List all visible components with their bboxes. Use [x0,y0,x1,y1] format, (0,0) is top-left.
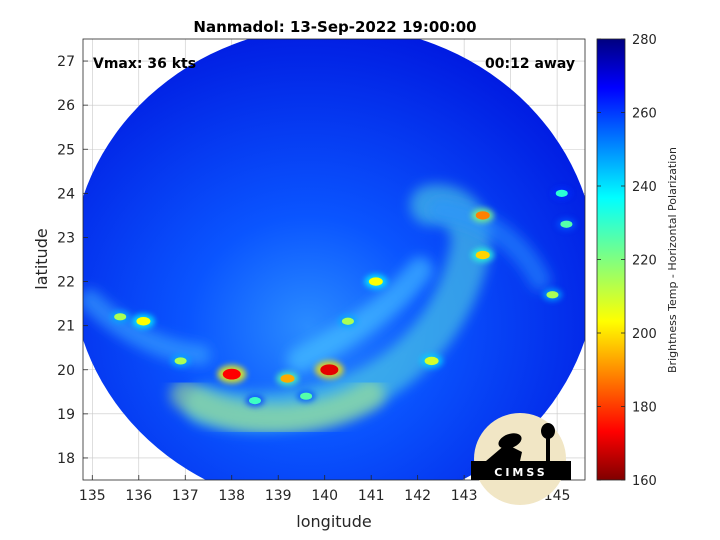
y-tick-label: 20 [57,363,75,379]
cimss-logo: CIMSS [471,413,571,505]
convective-cell [341,317,354,325]
convective-cell [174,357,187,365]
x-tick-label: 141 [358,488,385,504]
chart-title: Nanmadol: 13-Sep-2022 19:00:00 [193,18,476,36]
water-tower-leg-icon [546,437,550,461]
y-axis-ticks: 18 19 20 21 22 23 24 25 26 27 [57,54,88,467]
colorbar-tick-label: 160 [632,474,657,489]
colorbar-tick-label: 240 [632,180,657,195]
y-tick-label: 25 [57,142,75,158]
y-tick-label: 27 [57,54,75,70]
colorbar-tick-label: 220 [632,254,657,269]
convective-cell [424,356,439,366]
colorbar-label: Brightness Temp - Horizontal Polarizatio… [666,147,679,373]
logo-text: CIMSS [494,466,547,479]
y-axis-label: latitude [32,228,51,289]
y-tick-label: 24 [57,186,75,202]
y-tick-label: 22 [57,275,75,291]
convective-cell [248,397,261,405]
convective-cell [560,220,573,228]
feature-layer [110,187,577,407]
x-tick-label: 140 [311,488,338,504]
rainband-layer [83,184,551,435]
x-tick-label: 137 [172,488,199,504]
swath-disk [83,39,585,480]
convective-cell [222,368,241,380]
vmax-annotation: Vmax: 36 kts [93,56,196,72]
x-tick-label: 138 [218,488,245,504]
rainband [170,380,385,435]
colorbar-ticks: 160 180 200 220 240 260 280 [597,33,657,489]
convective-cell [368,277,383,286]
x-tick-label: 136 [125,488,152,504]
convective-cell [546,291,559,299]
time-offset-annotation: 00:12 away [485,56,575,72]
x-tick-label: 135 [79,488,106,504]
rainband [287,257,433,373]
colorbar [596,38,626,481]
convective-cell [280,374,295,383]
convective-cell [475,211,490,220]
y-tick-label: 18 [57,451,75,467]
x-tick-label: 139 [265,488,292,504]
axes-frame [82,38,586,481]
rainband [429,199,551,291]
convective-cell [555,189,568,197]
colorbar-tick-label: 200 [632,327,657,342]
y-tick-label: 26 [57,98,75,114]
rainband [83,289,211,366]
y-tick-label: 23 [57,230,75,246]
colorbar-tick-label: 180 [632,401,657,416]
convective-cell [114,313,127,321]
convective-cell [136,317,151,326]
colorbar-tick-label: 260 [632,107,657,122]
y-tick-label: 19 [57,407,75,423]
y-tick-label: 21 [57,319,75,335]
convective-cell [475,250,490,260]
water-tower-icon [541,423,555,439]
convective-cell [320,364,339,376]
x-axis-label: longitude [296,512,371,531]
logo-bar [471,461,571,480]
convective-cell [300,392,313,400]
colorbar-tick-label: 280 [632,33,657,48]
satellite-dish-icon [486,444,522,461]
x-tick-label: 143 [451,488,478,504]
x-tick-label: 142 [404,488,431,504]
dish-bowl-icon [498,433,522,449]
swath-layer [83,39,585,480]
